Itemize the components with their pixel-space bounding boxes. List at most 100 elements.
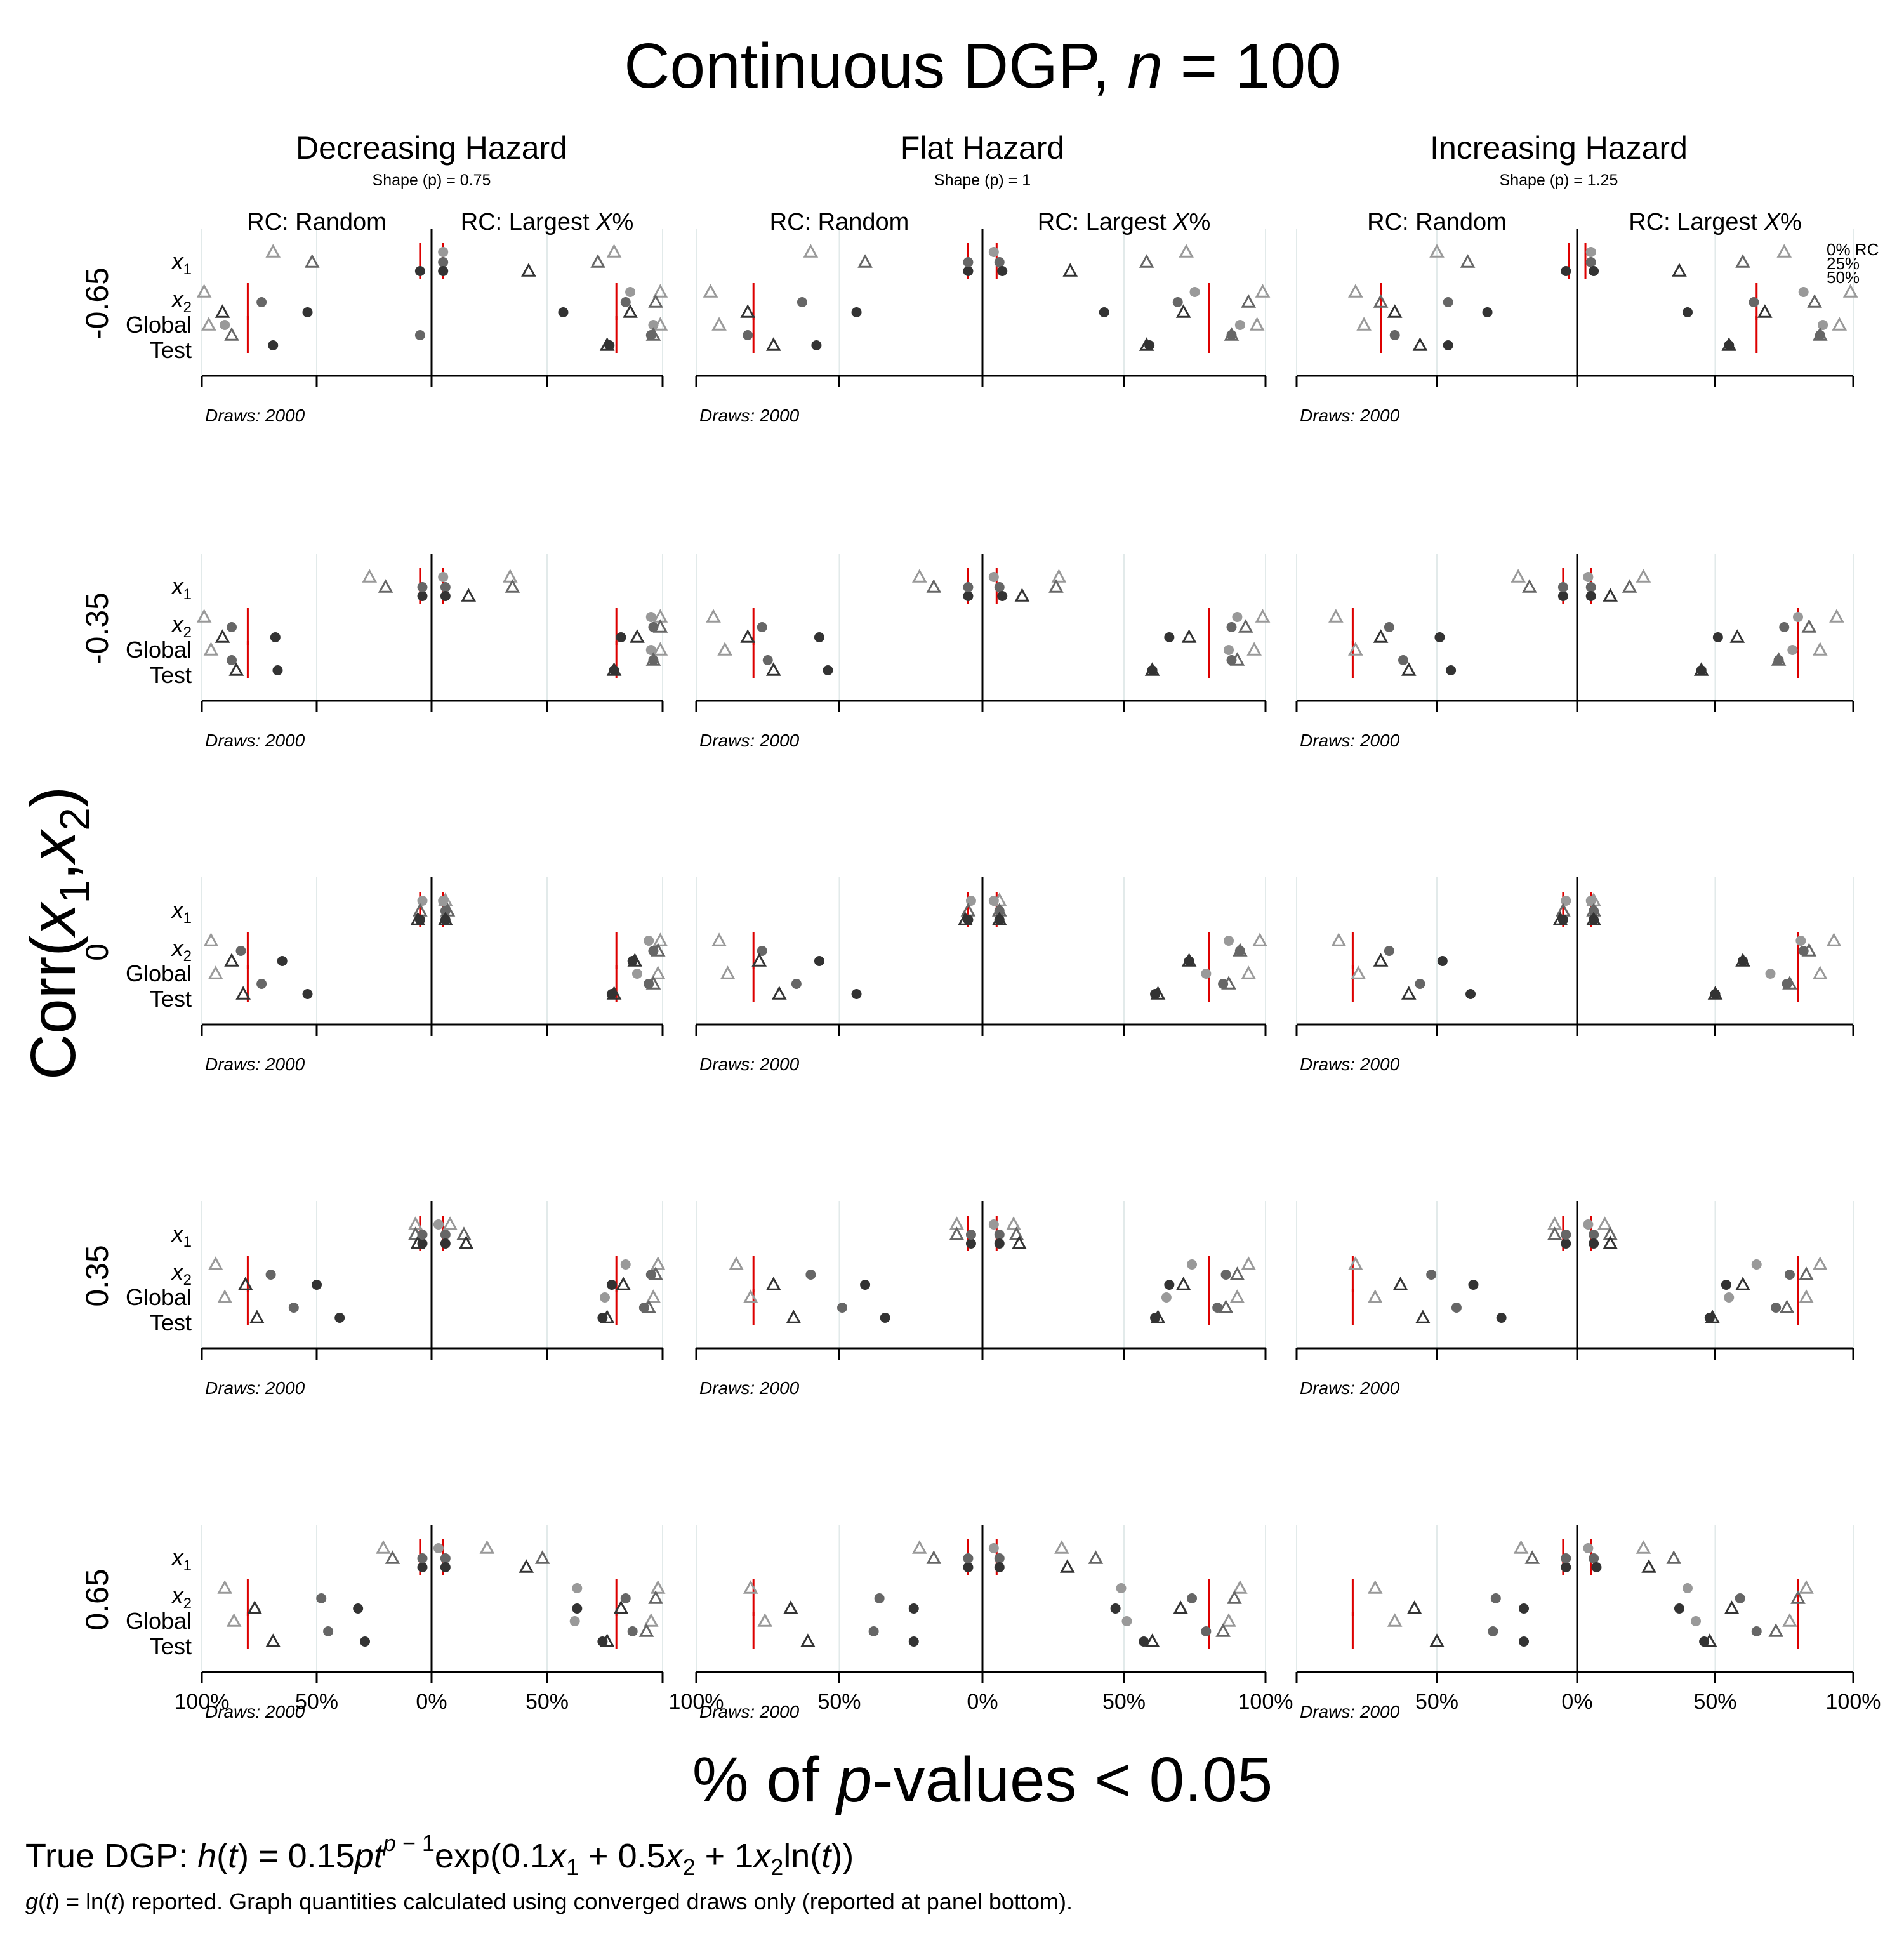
footer-note: g(t) = ln(t) reported. Graph quantities … [25, 1888, 1073, 1914]
data-point-triangle [599, 1633, 615, 1647]
section-labels-c1: RC: Random RC: Largest X% [770, 209, 1211, 235]
x-tick-label: 100% [669, 1690, 724, 1714]
data-point-triangle [743, 1580, 758, 1594]
data-point-circle [360, 1636, 371, 1647]
row-label-test: Test [150, 1633, 192, 1659]
section-label-largest: RC: Largest X% [461, 209, 633, 235]
data-point-triangle [652, 284, 668, 298]
x-tick-label: 0% [967, 1690, 998, 1714]
data-point-circle [256, 979, 267, 989]
x-tick-label: 50% [1102, 1690, 1146, 1714]
data-point-circle [963, 591, 974, 601]
data-point-triangle [1522, 579, 1537, 593]
data-point-circle [572, 1603, 583, 1614]
data-point-circle [814, 956, 824, 966]
data-point-triangle [376, 1540, 391, 1554]
data-point-triangle [638, 1623, 654, 1637]
data-point-triangle [1144, 662, 1160, 676]
data-point-triangle [1088, 1550, 1104, 1564]
data-point-circle [1589, 1238, 1599, 1249]
data-point-circle [851, 307, 862, 317]
data-point-circle [438, 247, 449, 257]
x-tick-label: 50% [1693, 1690, 1736, 1714]
data-point-circle [1589, 266, 1599, 276]
data-point-circle [433, 1219, 444, 1230]
data-point-triangle [1702, 1633, 1717, 1647]
column-headers: Decreasing Hazard Shape (p) = 0.75 Flat … [296, 130, 1688, 189]
data-point-triangle [203, 932, 219, 946]
data-point-triangle [652, 642, 668, 656]
data-point-triangle [1012, 1235, 1027, 1249]
data-point-circle [220, 320, 230, 330]
data-point-triangle [1807, 294, 1822, 308]
data-point-triangle [461, 588, 477, 602]
draws-label: Draws: 2000 [1300, 1378, 1400, 1398]
draws-label: Draws: 2000 [699, 731, 800, 750]
data-point-circle [988, 896, 999, 906]
data-point-circle [1451, 1303, 1462, 1313]
data-point-triangle [1547, 1226, 1563, 1240]
data-point-triangle [1412, 337, 1428, 351]
section-labels-c2: RC: Random RC: Largest X% [1367, 209, 1802, 235]
data-point-triangle [1051, 569, 1067, 583]
data-point-triangle [1641, 1559, 1656, 1573]
data-point-triangle [648, 1590, 663, 1604]
data-point-circle [965, 896, 976, 906]
data-point-triangle [1006, 1216, 1021, 1230]
data-point-circle [757, 946, 767, 956]
data-point-circle [1446, 665, 1457, 675]
data-point-triangle [1173, 1600, 1189, 1614]
data-point-triangle [304, 254, 320, 268]
data-point-triangle [720, 965, 736, 979]
data-point-circle [620, 1593, 631, 1603]
row-label-x1: x1 [171, 1221, 192, 1250]
data-point-circle [1751, 1259, 1762, 1270]
x-tick-labels-c0: 100% 50% 0% 50% [175, 1690, 569, 1714]
draws-label: Draws: 2000 [1300, 1702, 1400, 1721]
data-point-circle [1426, 1270, 1437, 1280]
data-point-triangle [1826, 932, 1842, 946]
data-point-triangle [645, 1289, 661, 1303]
data-point-triangle [958, 912, 973, 925]
panel-r2-c0: Draws: 2000 [201, 877, 668, 1074]
data-point-circle [256, 297, 267, 307]
data-point-triangle [1779, 1299, 1795, 1313]
data-point-circle [417, 1553, 428, 1563]
data-point-triangle [1812, 1256, 1828, 1270]
data-point-triangle [1801, 943, 1817, 957]
data-point-circle [433, 1543, 444, 1553]
data-point-triangle [265, 244, 281, 258]
data-point-triangle [438, 892, 453, 906]
data-point-triangle [1048, 579, 1064, 593]
data-point-triangle [1252, 932, 1267, 946]
legend-item-2: 50% [1827, 268, 1860, 287]
data-point-circle [805, 1270, 816, 1280]
data-point-circle [1795, 936, 1806, 946]
data-point-triangle [226, 1613, 242, 1627]
data-point-circle [1771, 1303, 1782, 1313]
data-point-triangle [1139, 337, 1154, 351]
data-point-circle [323, 1626, 334, 1636]
data-point-circle [438, 257, 449, 267]
data-point-triangle [1241, 294, 1257, 308]
data-point-circle [1561, 1230, 1571, 1240]
data-point-circle [994, 1230, 1005, 1240]
panel-r1-c1: Draws: 2000 [695, 554, 1271, 750]
data-point-triangle [1406, 1600, 1422, 1614]
panel-r2-c1: Draws: 2000 [695, 877, 1267, 1074]
data-point-triangle [1790, 1590, 1806, 1604]
data-point-circle [997, 591, 1008, 601]
data-point-circle [1139, 1636, 1149, 1647]
data-point-circle [868, 1626, 879, 1636]
data-point-triangle [196, 284, 212, 298]
data-point-triangle [534, 1550, 550, 1564]
data-point-triangle [652, 619, 668, 633]
data-point-triangle [1255, 609, 1271, 623]
data-point-circle [414, 330, 425, 340]
data-point-triangle [1829, 609, 1844, 623]
data-point-triangle [215, 629, 230, 643]
data-point-circle [1585, 582, 1596, 592]
data-point-circle [440, 591, 451, 601]
